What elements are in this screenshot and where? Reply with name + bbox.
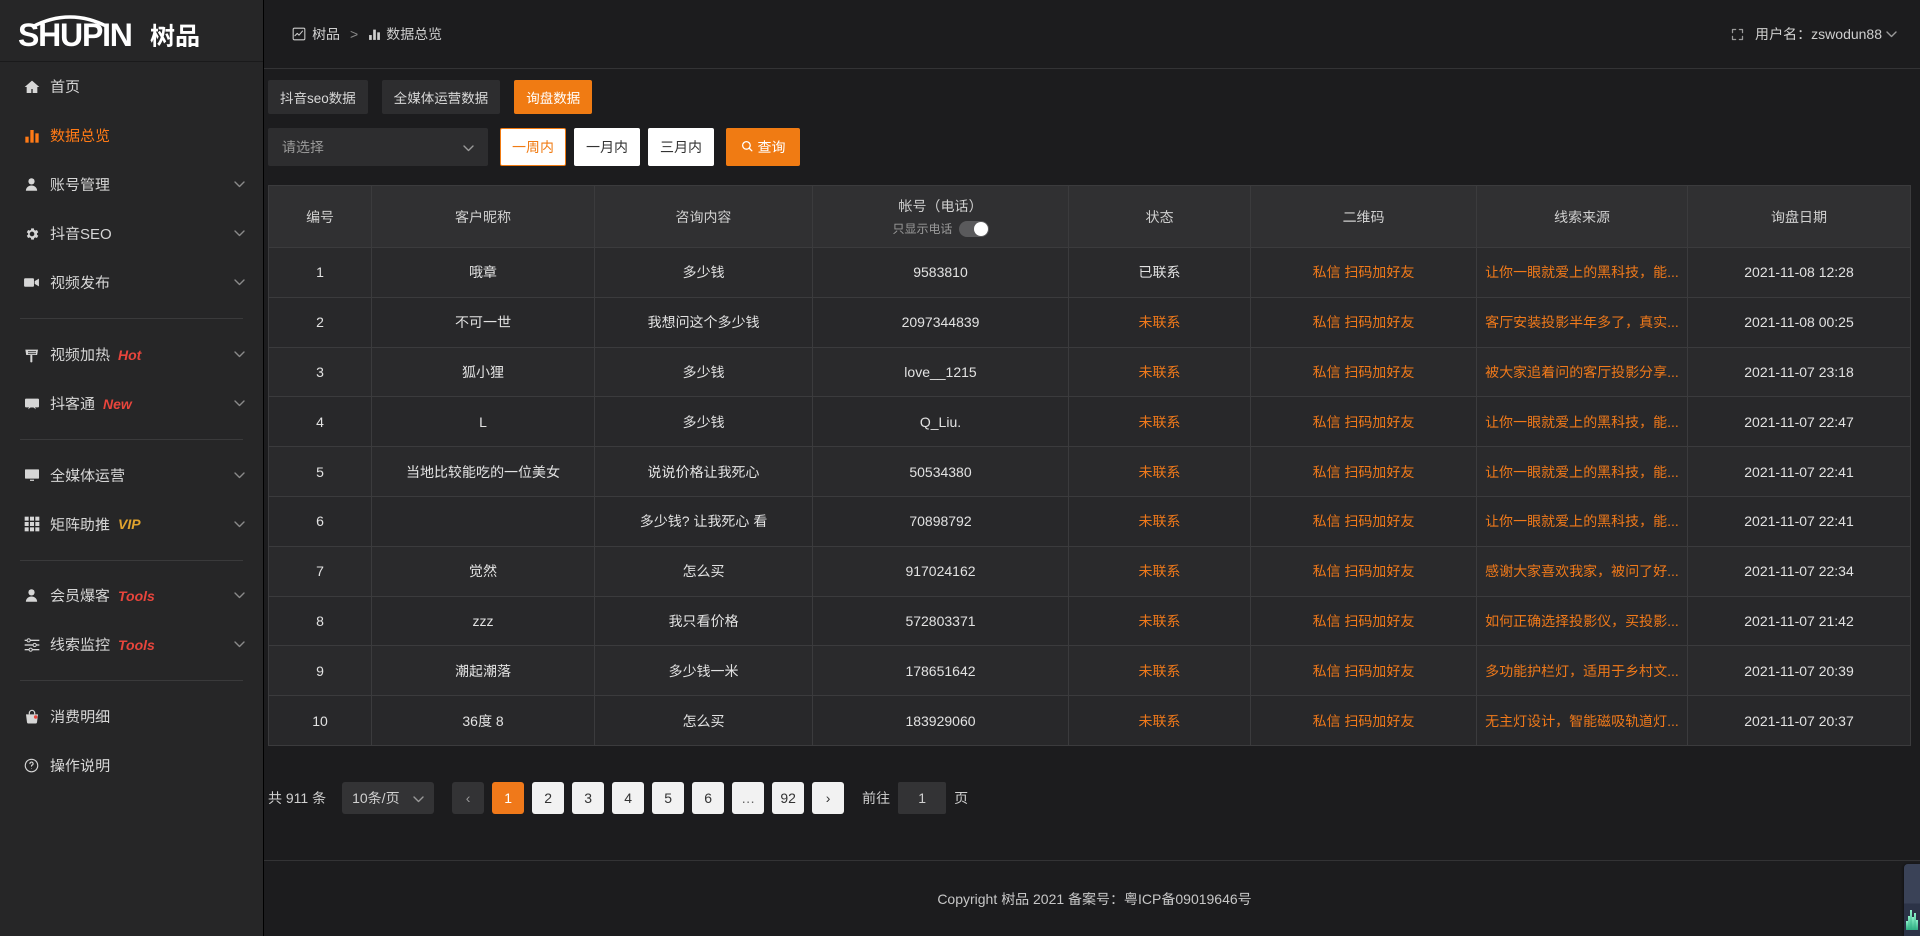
svg-text:树品: 树品 [150, 23, 200, 51]
svg-text:SHUPIN: SHUPIN [18, 17, 132, 52]
